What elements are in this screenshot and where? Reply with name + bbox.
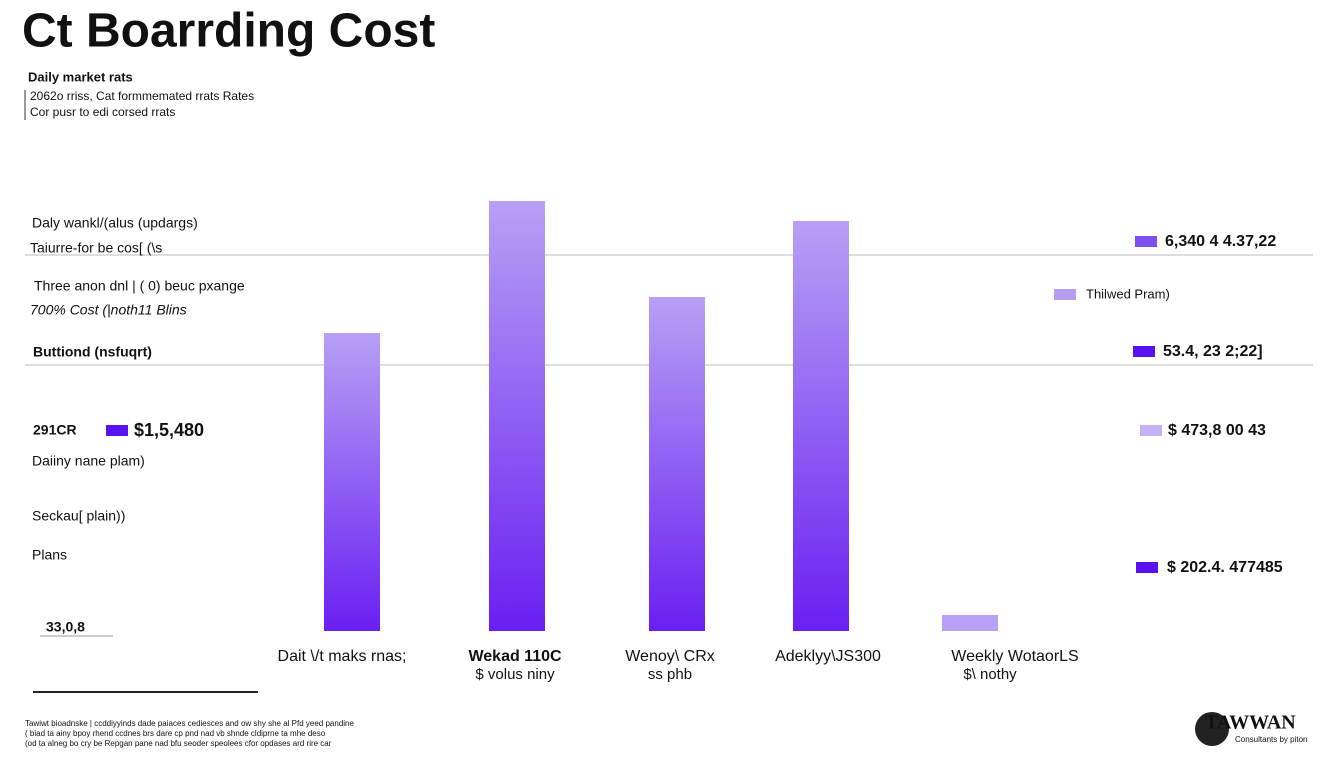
footnote: ( biad ta ainy bpoy rhend ccdnes brs dar…: [25, 729, 326, 738]
x-tick-label: Adeklyy\JS300: [775, 648, 881, 665]
x-tick-sublabel: $ volus niny: [475, 666, 555, 683]
legend-swatch: [1135, 236, 1157, 247]
subtitle: Cor pusr to edi corsed rrats: [30, 105, 175, 119]
logo-name: TAWWAN: [1205, 712, 1296, 734]
legend-text: 6,340 4 4.37,22: [1165, 233, 1276, 250]
annotation: Buttiond (nsfuqrt): [33, 344, 152, 360]
legend-swatch: [1136, 562, 1158, 573]
annotation: Daly wankl/(alus (updargs): [32, 215, 198, 231]
logo-tagline: Consultants by piton: [1235, 735, 1308, 744]
x-tick-label: Weekly WotaorLS: [951, 648, 1078, 665]
x-tick-label: Dait \/t maks rnas;: [278, 648, 407, 665]
logo-icon: [1195, 712, 1229, 746]
annotation: Three anon dnl | ( 0) beuc pxange: [34, 278, 245, 294]
legend-swatch: [1140, 425, 1162, 436]
bar: [793, 221, 849, 631]
x-tick-sublabel: $\ nothy: [963, 666, 1017, 683]
legend-swatch: [1133, 346, 1155, 357]
legend-swatch: [1054, 289, 1076, 300]
legend-text: Thilwed Pram): [1086, 286, 1170, 301]
subtitle: Daily market rats: [28, 69, 133, 84]
left-item-label: 291CR: [33, 422, 77, 438]
x-tick-sublabel: ss phb: [648, 666, 692, 683]
legend-text: $ 473,8 00 43: [1168, 422, 1266, 439]
bar: [942, 615, 998, 631]
legend-text: $ 202.4. 477485: [1167, 559, 1283, 576]
legend-text: 53.4, 23 2;22]: [1163, 343, 1263, 360]
footnote: (od ta alneg bo cry be Repgan pane nad b…: [25, 739, 332, 748]
annotation: 33,0,8: [46, 619, 85, 635]
annotation: Seckau[ plain)): [32, 508, 125, 524]
annotation: 700% Cost (|noth11 Blins: [30, 302, 187, 318]
bar: [649, 297, 705, 631]
annotation: Daiiny nane plam): [32, 453, 145, 469]
annotation: Plans: [32, 547, 67, 563]
bar: [324, 333, 380, 631]
x-tick-label: Wenoy\ CRx: [625, 648, 715, 665]
annotation: Taiurre-for be cos[ (\s: [30, 240, 162, 256]
bar: [489, 201, 545, 631]
swatch: [106, 425, 128, 436]
chart-title: Ct Boarrding Cost: [22, 5, 435, 58]
footnote: Tawiwt bioadnske | ccddiyyinds dade paia…: [25, 719, 354, 728]
left-item-text: $1,5,480: [134, 420, 204, 440]
subtitle: 2062o rriss, Cat formmemated rrats Rates: [30, 89, 254, 103]
x-tick-label: Wekad 110C: [468, 648, 562, 665]
